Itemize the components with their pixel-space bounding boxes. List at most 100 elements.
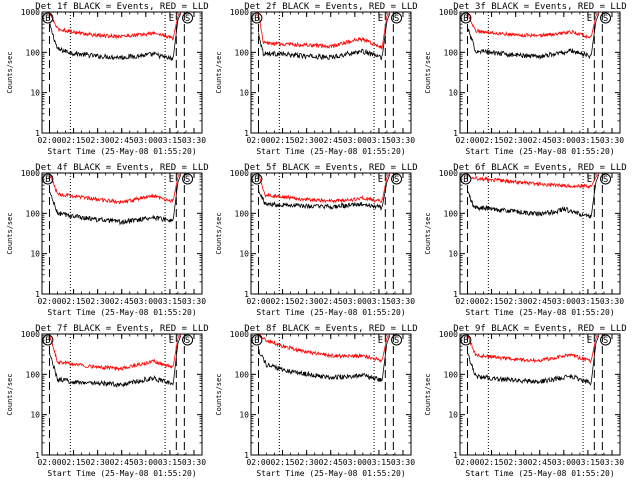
y-tick-label: 10 xyxy=(30,411,40,420)
x-tick-label: 03:30 xyxy=(182,297,206,306)
lld-series-line xyxy=(49,12,182,41)
events-series-line xyxy=(49,13,182,62)
panel-1: Det 1f BLACK = Events, RED = LLD Counts/s… xyxy=(6,2,209,156)
y-tick-label: 1 xyxy=(453,290,458,299)
x-tick-label: 03:00 xyxy=(552,458,576,467)
panel-title: Det 1f BLACK = Events, RED = LLD xyxy=(35,2,208,12)
plot-frame xyxy=(459,172,621,295)
x-tick-label: 02:30 xyxy=(86,136,110,145)
events-series-line xyxy=(467,13,600,60)
plot-frame xyxy=(41,172,203,295)
x-tick-label: 03:00 xyxy=(343,458,367,467)
x-tick-label: 02:00 xyxy=(37,297,61,306)
y-tick-label: 100 xyxy=(444,370,459,379)
y-tick-label: 1000 xyxy=(439,330,458,339)
y-tick-label: 10 xyxy=(448,411,458,420)
marker-circle-b xyxy=(42,173,54,185)
x-tick-label: 02:15 xyxy=(62,136,86,145)
x-tick-label: 03:15 xyxy=(576,136,600,145)
y-tick-label: 1000 xyxy=(439,8,458,17)
marker-label-s: S xyxy=(185,175,190,185)
panel-title: Det 4f BLACK = Events, RED = LLD xyxy=(35,163,208,173)
marker-circle-s xyxy=(182,334,194,346)
x-tick-label: 02:45 xyxy=(110,458,134,467)
y-tick-label: 1 xyxy=(35,290,40,299)
y-tick-label: 1000 xyxy=(230,169,249,178)
y-tick-label: 1 xyxy=(244,451,249,460)
x-tick-label: 03:15 xyxy=(367,297,391,306)
panel-7: Det 7f BLACK = Events, RED = LLD Counts/s… xyxy=(6,324,209,478)
x-tick-label: 02:30 xyxy=(504,458,528,467)
marker-label-s: S xyxy=(185,336,190,346)
plot-frame xyxy=(250,11,412,134)
lld-series-line xyxy=(258,12,391,50)
panel-9: Det 9f BLACK = Events, RED = LLD Counts/s… xyxy=(424,324,627,478)
x-tick-label: 02:45 xyxy=(528,297,552,306)
marker-label-s: S xyxy=(394,336,399,346)
marker-circle-s xyxy=(600,334,612,346)
x-tick-label: 03:00 xyxy=(343,136,367,145)
x-tick-label: 02:15 xyxy=(62,297,86,306)
marker-circle-b xyxy=(460,12,472,24)
marker-label-e: E xyxy=(378,336,383,346)
marker-label-s: S xyxy=(394,14,399,24)
panel-title: Det 3f BLACK = Events, RED = LLD xyxy=(453,2,626,12)
y-tick-label: 100 xyxy=(26,48,41,57)
x-tick-label: 02:00 xyxy=(455,458,479,467)
marker-circle-s xyxy=(391,173,403,185)
x-tick-label: 02:00 xyxy=(246,136,270,145)
marker-label-b: B xyxy=(45,14,50,24)
marker-label-e: E xyxy=(587,175,592,185)
y-tick-label: 1 xyxy=(453,451,458,460)
x-tick-label: 03:15 xyxy=(158,136,182,145)
marker-circle-s xyxy=(391,12,403,24)
marker-label-b: B xyxy=(45,336,50,346)
x-tick-label: 02:30 xyxy=(86,458,110,467)
y-tick-label: 100 xyxy=(26,209,41,218)
y-tick-label: 10 xyxy=(30,250,40,259)
marker-circle-b xyxy=(460,334,472,346)
x-tick-label: 02:30 xyxy=(295,297,319,306)
x-tick-label: 02:30 xyxy=(295,136,319,145)
x-axis-label: Start Time (25-May-08 01:55:20) xyxy=(47,308,196,317)
panel-title: Det 6f BLACK = Events, RED = LLD xyxy=(453,163,626,173)
plot-frame xyxy=(250,333,412,456)
y-tick-label: 100 xyxy=(235,48,250,57)
x-tick-label: 03:30 xyxy=(182,458,206,467)
y-axis-label: Counts/sec xyxy=(6,212,14,254)
lld-series-line xyxy=(467,12,600,40)
marker-label-b: B xyxy=(254,336,259,346)
marker-label-s: S xyxy=(394,175,399,185)
x-tick-label: 02:15 xyxy=(271,136,295,145)
events-series-line xyxy=(258,174,391,211)
marker-label-e: E xyxy=(169,336,174,346)
events-series-line xyxy=(258,335,391,382)
y-tick-label: 1 xyxy=(244,129,249,138)
x-tick-label: 03:15 xyxy=(367,136,391,145)
panel-4: Det 4f BLACK = Events, RED = LLD Counts/s… xyxy=(6,163,209,317)
panel-8: Det 8f BLACK = Events, RED = LLD Counts/s… xyxy=(215,324,418,478)
marker-circle-b xyxy=(42,12,54,24)
x-tick-label: 02:45 xyxy=(528,458,552,467)
y-tick-label: 1000 xyxy=(21,8,40,17)
x-tick-label: 02:45 xyxy=(319,297,343,306)
y-tick-label: 1 xyxy=(35,451,40,460)
x-tick-label: 03:15 xyxy=(158,458,182,467)
marker-label-b: B xyxy=(254,175,259,185)
x-tick-label: 03:30 xyxy=(391,136,415,145)
x-tick-label: 03:00 xyxy=(552,136,576,145)
panel-5: Det 5f BLACK = Events, RED = LLD Counts/s… xyxy=(215,163,418,317)
x-axis-label: Start Time (25-May-08 01:55:20) xyxy=(47,147,196,156)
x-tick-label: 03:15 xyxy=(158,297,182,306)
x-axis-label: Start Time (25-May-08 01:55:20) xyxy=(256,308,405,317)
y-tick-label: 10 xyxy=(239,89,249,98)
panel-title: Det 2f BLACK = Events, RED = LLD xyxy=(244,2,417,12)
events-series-line xyxy=(467,335,600,386)
x-tick-label: 02:15 xyxy=(62,458,86,467)
marker-label-b: B xyxy=(45,175,50,185)
panel-3: Det 3f BLACK = Events, RED = LLD Counts/s… xyxy=(424,2,627,156)
x-axis-label: Start Time (25-May-08 01:55:20) xyxy=(47,469,196,478)
marker-circle-b xyxy=(251,12,263,24)
x-tick-label: 03:30 xyxy=(600,136,624,145)
